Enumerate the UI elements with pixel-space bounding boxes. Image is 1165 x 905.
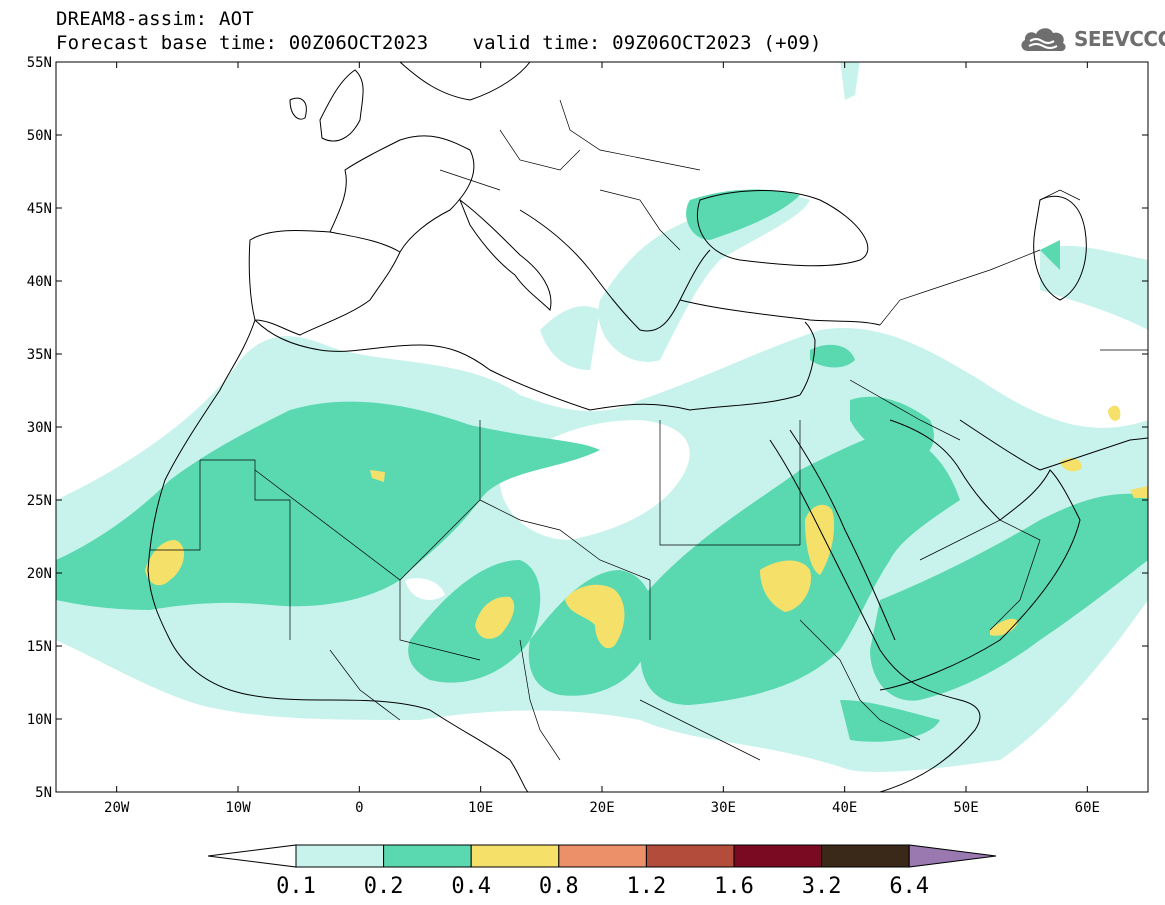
- colorbar-label: 3.2: [802, 874, 842, 899]
- map-title: DREAM8-assim: AOT: [56, 8, 254, 30]
- lat-label: 20N: [27, 566, 52, 582]
- coastlines: [147, 62, 1148, 792]
- lat-label: 10N: [27, 712, 52, 728]
- colorbar-label: 1.2: [627, 874, 667, 899]
- colorbar-segment: [295, 844, 385, 868]
- lon-label: 0: [355, 800, 363, 816]
- lat-label: 45N: [27, 201, 52, 217]
- colorbar-label: 0.4: [451, 874, 491, 899]
- lon-label: 30E: [711, 800, 736, 816]
- lat-label: 50N: [27, 128, 52, 144]
- colorbar-high-arrow: [908, 844, 997, 868]
- lat-label: 55N: [27, 55, 52, 71]
- colorbar-segment: [821, 844, 910, 868]
- lon-label: 20W: [104, 800, 130, 816]
- longitude-axis: 20W 10W 0 10E 20E 30E 40E 50E 60E: [104, 62, 1100, 816]
- lon-label: 10W: [225, 800, 251, 816]
- colorbar-segment: [733, 844, 823, 868]
- lat-label: 40N: [27, 274, 52, 290]
- seevccc-logo: SEEVCCC: [1018, 22, 1165, 56]
- colorbar-low-arrow: [207, 844, 297, 868]
- forecast-base-time: Forecast base time: 00Z06OCT2023: [56, 32, 429, 54]
- colorbar-label: 1.6: [714, 874, 754, 899]
- colorbar-segment: [470, 844, 560, 868]
- lon-label: 40E: [832, 800, 857, 816]
- colorbar-segment: [645, 844, 735, 868]
- colorbar-label: 0.2: [364, 874, 404, 899]
- colorbar-label: 0.8: [539, 874, 579, 899]
- lat-label: 5N: [35, 785, 52, 801]
- aot-field: [56, 62, 1148, 792]
- colorbar-segment: [383, 844, 472, 868]
- valid-time: valid time: 09Z06OCT2023 (+09): [472, 32, 822, 54]
- lon-label: 20E: [589, 800, 614, 816]
- logo-text: SEEVCCC: [1074, 27, 1165, 51]
- lat-label: 35N: [27, 347, 52, 363]
- colorbar-segment: [558, 844, 647, 868]
- lon-label: 50E: [953, 800, 978, 816]
- lon-label: 60E: [1075, 800, 1100, 816]
- aot-level-0-4: [145, 405, 1148, 649]
- cloud-icon: [1021, 28, 1066, 52]
- colorbar-label: 6.4: [889, 874, 929, 899]
- forecast-times: Forecast base time: 00Z06OCT2023 valid ti…: [56, 32, 822, 54]
- latitude-axis: 55N 50N 45N 40N 35N 30N 25N 20N 15N 10N 5N: [27, 55, 1148, 801]
- colorbar: 0.1 0.2 0.4 0.8 1.2 1.6 3.2 6.4: [207, 844, 997, 899]
- lon-label: 10E: [468, 800, 493, 816]
- lat-label: 25N: [27, 493, 52, 509]
- country-borders: [150, 99, 1148, 761]
- colorbar-label: 0.1: [276, 874, 316, 899]
- lat-label: 30N: [27, 420, 52, 436]
- lat-label: 15N: [27, 639, 52, 655]
